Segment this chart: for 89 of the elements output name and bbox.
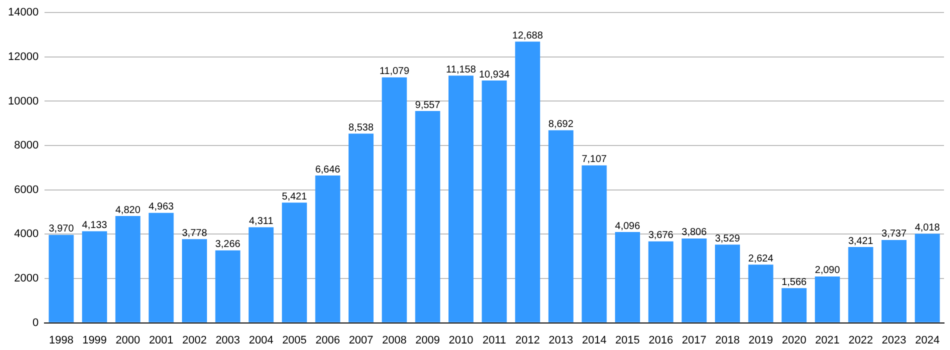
y-tick-label: 2000 (14, 272, 39, 285)
x-tick-label: 2006 (315, 334, 340, 346)
data-label: 3,806 (682, 227, 708, 238)
x-tick-label: 2009 (415, 334, 440, 346)
data-label: 8,538 (348, 122, 374, 134)
bar (115, 216, 140, 322)
data-label: 3,266 (215, 239, 241, 250)
bar (48, 234, 74, 322)
bar (682, 238, 707, 322)
data-label: 8,692 (548, 118, 574, 130)
data-label: 2,624 (748, 253, 774, 264)
x-tick-label: 2018 (715, 334, 740, 346)
bar (748, 264, 774, 322)
x-tick-label: 2013 (548, 334, 574, 346)
bar (482, 80, 507, 322)
y-tick-label: 14000 (8, 6, 39, 19)
x-tick-label: 2010 (448, 334, 474, 346)
bar (782, 288, 807, 322)
x-tick-label: 2023 (882, 334, 906, 346)
x-tick-label: 2012 (515, 334, 540, 346)
data-label: 7,107 (582, 154, 608, 166)
bar (382, 77, 407, 322)
y-tick-label: 8000 (14, 140, 39, 152)
data-label: 4,018 (914, 222, 940, 234)
data-label: 3,737 (882, 228, 907, 240)
bar (148, 212, 174, 322)
x-tick-label: 2020 (782, 334, 806, 346)
data-label: 12,688 (512, 30, 544, 42)
x-tick-label: 2024 (915, 334, 940, 346)
x-tick-label: 2019 (748, 334, 774, 346)
x-tick-label: 2001 (148, 334, 174, 346)
y-tick-label: 10000 (8, 95, 39, 108)
data-label: 3,778 (182, 228, 208, 239)
data-label: 3,529 (714, 233, 740, 244)
data-label: 4,963 (148, 202, 174, 213)
data-label: 4,096 (615, 220, 640, 232)
data-label: 4,311 (248, 216, 274, 228)
data-label: 3,421 (848, 236, 874, 247)
x-tick-label: 2021 (815, 334, 840, 346)
bar (515, 42, 540, 322)
x-tick-label: 2005 (282, 334, 307, 346)
data-label: 1,566 (782, 276, 808, 288)
data-label: 4,133 (82, 220, 108, 231)
bar (648, 241, 674, 322)
y-tick-label: 0 (32, 316, 39, 329)
data-label: 2,090 (814, 265, 840, 276)
bar (548, 130, 574, 322)
x-tick-label: 2002 (182, 334, 207, 346)
bar (448, 76, 474, 322)
data-label: 10,934 (478, 69, 510, 80)
y-tick-label: 6000 (14, 184, 39, 196)
bar (582, 165, 607, 322)
bar (914, 234, 940, 322)
bar (315, 176, 340, 322)
data-label: 11,158 (446, 64, 476, 76)
bar (714, 244, 740, 322)
x-tick-label: 1999 (82, 334, 107, 346)
data-label: 3,676 (648, 230, 674, 242)
data-label: 5,421 (282, 191, 308, 202)
y-tick-label: 12000 (8, 50, 39, 63)
x-tick-label: 2017 (682, 334, 706, 346)
x-tick-label: 1998 (49, 334, 74, 346)
data-label: 6,646 (315, 164, 341, 176)
data-label: 4,820 (115, 204, 141, 216)
y-tick-label: 4000 (14, 228, 39, 240)
x-tick-label: 2015 (615, 334, 640, 346)
x-tick-label: 2016 (648, 334, 674, 346)
bar (348, 134, 374, 322)
bar (814, 276, 840, 322)
bar (248, 227, 274, 322)
bar (882, 240, 907, 322)
data-label: 3,970 (48, 224, 74, 235)
x-tick-label: 2003 (216, 334, 240, 346)
bar (415, 111, 440, 322)
bar (615, 232, 640, 322)
data-label: 9,557 (415, 100, 441, 111)
x-tick-label: 2011 (482, 334, 506, 346)
x-tick-label: 2007 (348, 334, 374, 346)
bar (848, 247, 874, 322)
x-tick-label: 2022 (848, 334, 873, 346)
x-tick-label: 2000 (116, 334, 140, 346)
x-tick-label: 2014 (582, 334, 606, 346)
x-tick-label: 2004 (248, 334, 274, 346)
x-tick-label: 2008 (382, 334, 407, 346)
bar (82, 231, 108, 322)
data-label: 11,079 (379, 66, 410, 78)
bar (215, 250, 240, 322)
bar (282, 202, 307, 322)
bar (182, 239, 207, 322)
